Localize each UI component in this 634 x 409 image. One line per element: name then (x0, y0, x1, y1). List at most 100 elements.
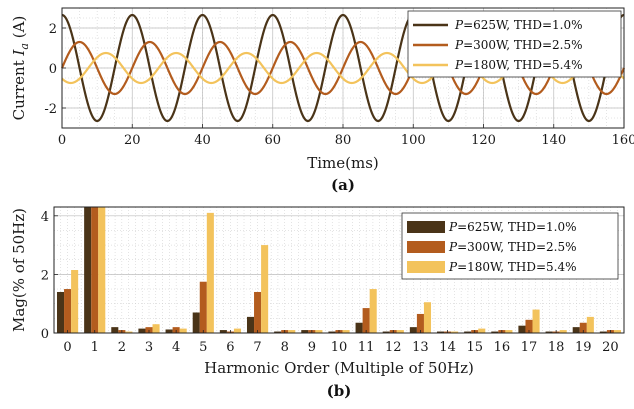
panel-a-current-waveforms: 0 20 40 60 80 100 120 140 160 -2 0 2 Time(ms) Curr… (10, 7, 634, 194)
bar-h12-series-2 (396, 330, 404, 333)
x-tick-label: 11 (358, 340, 375, 355)
bar-h0-series-1 (64, 289, 72, 333)
bar-h17-series-2 (532, 309, 540, 333)
legend-entry: P=180W, THD=5.4% (448, 260, 577, 274)
bar-h11-series-0 (355, 322, 363, 333)
bar-h5-series-0 (192, 312, 200, 333)
legend-swatch (407, 261, 445, 273)
panel-a-y-label-unit: (A) (10, 16, 28, 39)
x-tick-label: 17 (521, 340, 538, 355)
panel-a-x-axis-label: Time(ms) (307, 154, 379, 172)
bar-h17-series-1 (525, 319, 533, 333)
y-tick-label: 2 (49, 22, 57, 37)
x-tick-label: 10 (331, 340, 348, 355)
legend-swatch (407, 221, 445, 233)
y-tick-label: -2 (44, 102, 57, 117)
y-tick-label: 0 (41, 327, 49, 342)
panel-a-y-label-subscript: a (18, 43, 31, 50)
x-tick-label: 18 (548, 340, 565, 355)
bar-h3-series-2 (152, 324, 160, 333)
panel-a-caption: (a) (331, 176, 355, 194)
x-tick-label: 120 (471, 133, 496, 148)
panel-b-bars (56, 207, 622, 333)
bar-h9-series-2 (315, 330, 323, 333)
x-tick-label: 0 (63, 340, 71, 355)
x-tick-label: 1 (91, 340, 99, 355)
legend-entry: P=300W, THD=2.5% (448, 240, 577, 254)
x-tick-label: 14 (439, 340, 456, 355)
legend-entry: P=300W, THD=2.5% (454, 38, 583, 52)
bar-h13-series-1 (416, 313, 424, 333)
bar-h4-series-0 (165, 329, 173, 333)
x-tick-label: 12 (385, 340, 402, 355)
panel-b-caption: (b) (327, 382, 352, 400)
bar-h7-series-1 (254, 291, 262, 333)
x-tick-label: 3 (145, 340, 153, 355)
x-tick-label: 20 (124, 133, 141, 148)
panel-a-y-label-prefix: Current (10, 60, 28, 120)
x-tick-label: 6 (226, 340, 234, 355)
panel-b-harmonic-spectrum: 0 1 2 3 4 5 6 7 8 9 10 11 12 13 14 15 16 17 18 19 20 024 Har… (10, 206, 625, 400)
bar-h16-series-0 (491, 331, 499, 333)
bar-h13-series-2 (423, 302, 432, 333)
x-tick-label: 5 (199, 340, 207, 355)
bar-h15-series-2 (478, 328, 486, 333)
y-tick-label: 2 (41, 268, 49, 283)
panel-b-x-ticks: 0 1 2 3 4 5 6 7 8 9 10 11 12 13 14 15 16 17 18 19 20 (63, 330, 619, 355)
bar-h11-series-1 (362, 308, 370, 333)
panel-b-y-ticks: 0 2 4 (41, 210, 58, 342)
x-tick-label: 15 (466, 340, 483, 355)
panel-b-x-axis-label: Harmonic Order (Multiple of 50Hz) (204, 359, 474, 377)
bar-h3-series-0 (138, 328, 146, 333)
bar-h13-series-0 (409, 327, 417, 333)
bar-h19-series-1 (579, 322, 587, 333)
legend-entry: P=625W, THD=1.0% (454, 18, 583, 32)
y-tick-label: 4 (41, 210, 49, 225)
bar-h16-series-2 (505, 330, 513, 333)
bar-h7-series-2 (261, 245, 269, 333)
bar-h9-series-0 (301, 330, 309, 333)
bar-h6-series-0 (219, 330, 227, 333)
series-line-0 (61, 13, 625, 123)
x-tick-label: 160 (612, 133, 634, 148)
bar-h8-series-0 (274, 331, 282, 333)
x-tick-label: 4 (172, 340, 180, 355)
bar-h20-series-0 (599, 331, 607, 333)
series-line-1 (60, 40, 626, 96)
x-tick-label: 16 (494, 340, 511, 355)
bar-h4-series-2 (179, 328, 187, 333)
bar-h14-series-2 (451, 331, 459, 333)
x-tick-label: 19 (575, 340, 592, 355)
bar-h20-series-2 (613, 330, 622, 333)
x-tick-label: 40 (194, 133, 211, 148)
bar-h5-series-1 (199, 281, 207, 333)
bar-h18-series-2 (559, 330, 567, 333)
x-tick-label: 80 (335, 133, 352, 148)
bar-h1-series-2 (98, 207, 106, 333)
panel-b-legend: P=625W, THD=1.0% P=300W, THD=2.5% P=180W, … (401, 212, 619, 280)
legend-swatch (407, 241, 445, 253)
x-tick-label: 20 (602, 340, 619, 355)
bar-h12-series-0 (382, 331, 390, 333)
panel-a-y-label-variable: I (10, 49, 28, 57)
bar-h10-series-0 (328, 331, 336, 333)
bar-h0-series-2 (71, 270, 79, 333)
bar-h1-series-0 (84, 207, 92, 333)
x-tick-label: 9 (308, 340, 316, 355)
panel-a-legend: P=625W, THD=1.0% P=300W, THD=2.5% P=180W, … (407, 10, 622, 78)
x-tick-label: 140 (541, 133, 566, 148)
bar-h2-series-0 (111, 327, 119, 333)
x-tick-label: 60 (264, 133, 281, 148)
bar-h14-series-0 (436, 331, 445, 333)
bar-h15-series-0 (464, 331, 472, 333)
panel-b-y-axis-label: Mag(% of 50Hz) (10, 208, 28, 332)
y-tick-label: 0 (49, 62, 57, 77)
x-tick-label: 8 (281, 340, 289, 355)
panel-a-y-ticks: -2 0 2 (44, 22, 66, 117)
bar-h7-series-0 (246, 316, 255, 333)
panel-a-y-axis-label: Current Ia (A) (10, 16, 31, 121)
bar-h8-series-2 (288, 330, 296, 333)
x-tick-label: 0 (58, 133, 66, 148)
bar-h1-series-1 (91, 207, 99, 333)
